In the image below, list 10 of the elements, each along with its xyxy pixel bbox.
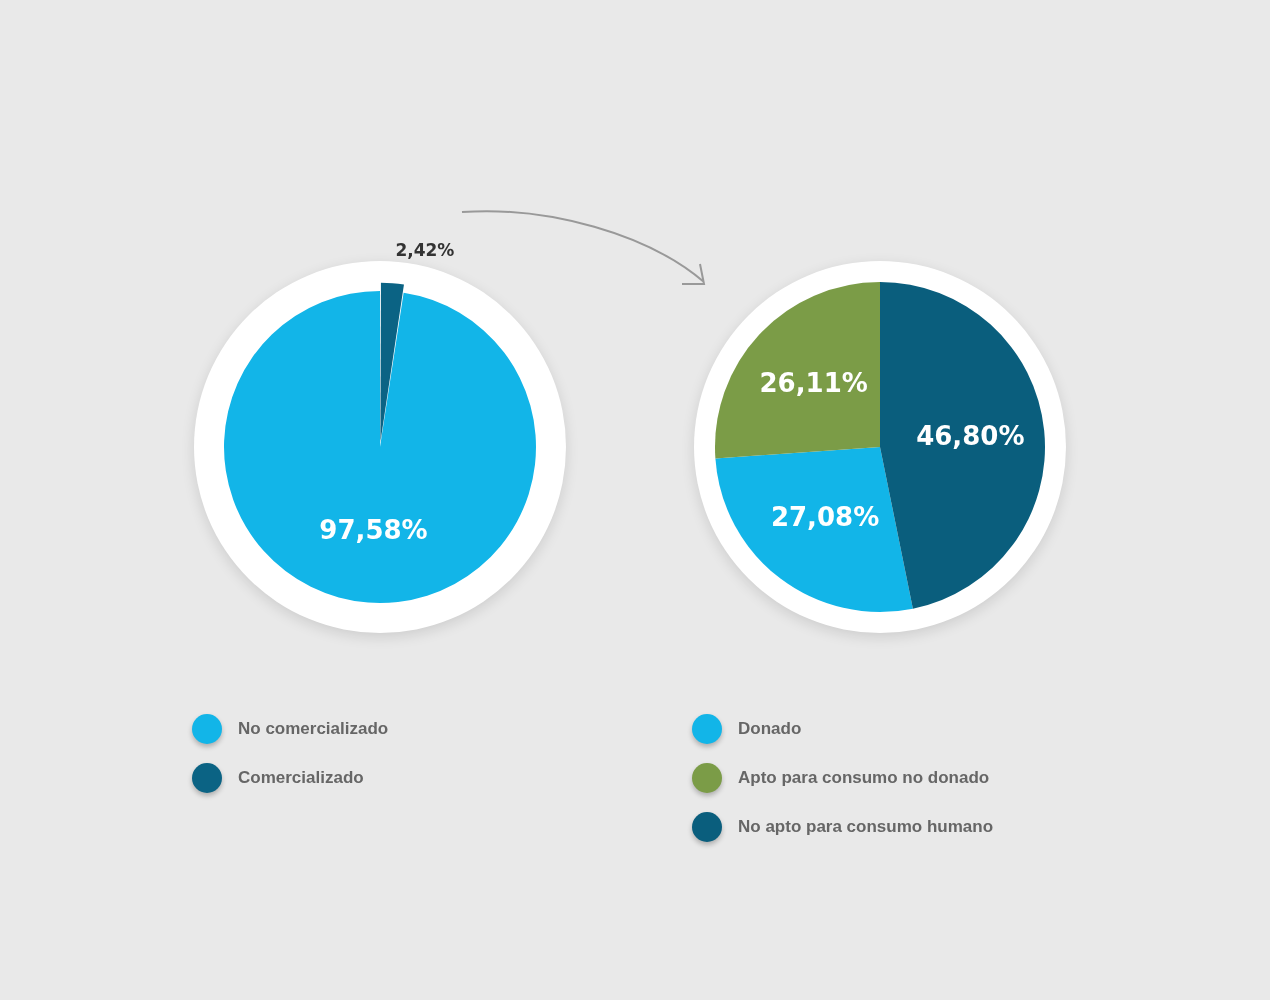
- legend-label: No apto para consumo humano: [738, 816, 994, 837]
- legend-label: Apto para consumo no donado: [738, 767, 990, 788]
- legend-label: Donado: [738, 718, 802, 739]
- data-label: 97,58%: [319, 515, 428, 546]
- legend-label: Comercializado: [238, 767, 364, 788]
- data-label: 27,08%: [770, 501, 880, 532]
- legend-label: No comercializado: [238, 718, 389, 739]
- data-label: 26,11%: [759, 367, 868, 398]
- data-label: 46,80%: [916, 420, 1025, 451]
- data-label: 2,42%: [395, 239, 455, 260]
